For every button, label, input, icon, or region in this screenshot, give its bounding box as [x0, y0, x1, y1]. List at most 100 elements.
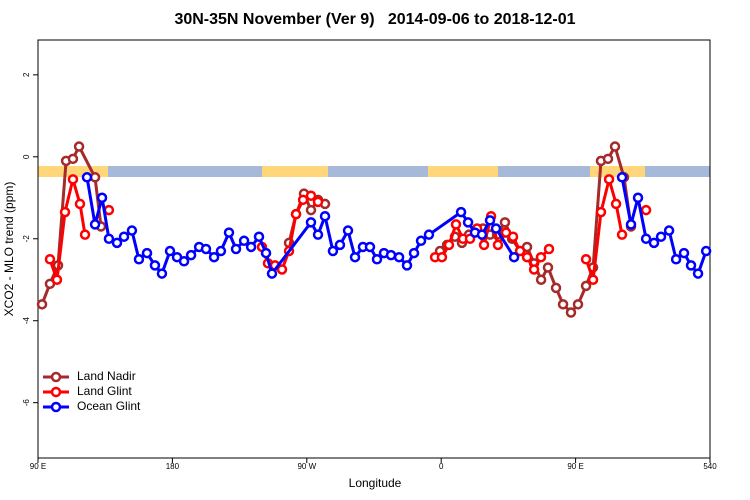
point	[550, 282, 562, 294]
point	[640, 233, 652, 245]
point	[528, 264, 540, 275]
point	[678, 247, 690, 259]
legend-label: Land Glint	[77, 384, 132, 398]
point	[44, 253, 56, 265]
point	[587, 274, 599, 285]
point	[79, 229, 91, 240]
point	[415, 235, 427, 247]
point	[96, 192, 108, 204]
point	[164, 245, 176, 257]
point	[521, 251, 533, 263]
land-ocean-band	[38, 166, 710, 177]
point	[565, 307, 577, 318]
point	[455, 206, 467, 218]
point	[81, 172, 93, 183]
point	[514, 245, 526, 257]
point	[692, 268, 704, 279]
point	[67, 174, 79, 185]
point	[542, 262, 554, 273]
point	[616, 172, 628, 183]
point	[557, 299, 569, 310]
point	[111, 237, 123, 249]
land-strip	[428, 166, 498, 177]
point	[149, 260, 161, 271]
point	[663, 225, 675, 236]
point	[253, 231, 265, 242]
point	[73, 141, 85, 152]
point	[59, 206, 71, 218]
point	[290, 208, 302, 220]
point	[655, 231, 667, 242]
point	[74, 198, 86, 210]
point	[156, 268, 168, 279]
point	[103, 204, 115, 216]
point	[349, 251, 361, 263]
point	[67, 153, 79, 165]
point	[543, 243, 555, 255]
point	[334, 239, 346, 251]
point	[443, 239, 455, 251]
point	[385, 249, 397, 261]
x-tick-label: 90 W	[297, 462, 316, 471]
point	[507, 231, 519, 242]
point	[632, 192, 644, 204]
point	[297, 194, 309, 206]
point	[89, 219, 101, 230]
point	[327, 245, 339, 257]
point	[408, 247, 420, 259]
point	[535, 274, 547, 285]
point	[640, 204, 652, 216]
point	[260, 247, 272, 259]
point	[245, 241, 257, 253]
point	[133, 253, 145, 265]
point	[499, 217, 511, 228]
point	[572, 299, 584, 310]
x-tick-label: 180	[166, 462, 180, 471]
point	[595, 206, 607, 218]
y-tick-label: -6	[22, 399, 31, 407]
point	[312, 196, 324, 208]
point	[305, 204, 317, 216]
point	[266, 268, 278, 279]
point	[371, 253, 383, 265]
point	[141, 247, 153, 259]
y-tick-label: -2	[22, 235, 31, 243]
point	[36, 299, 48, 310]
point	[103, 233, 115, 245]
point	[51, 274, 63, 285]
point	[478, 239, 490, 251]
x-tick-label: 0	[439, 462, 444, 471]
point	[319, 210, 331, 222]
point	[89, 172, 101, 183]
point	[364, 241, 376, 253]
land-strip	[38, 166, 108, 177]
point	[685, 260, 697, 271]
point	[423, 229, 435, 240]
y-tick-label: 0	[22, 154, 31, 159]
legend-label: Ocean Glint	[77, 399, 141, 413]
point	[342, 225, 354, 236]
land-strip	[590, 166, 645, 177]
legend-swatch-point	[50, 386, 62, 398]
point	[625, 219, 637, 230]
point	[436, 251, 448, 263]
x-tick-label: 90 E	[30, 462, 46, 471]
point	[238, 235, 250, 247]
y-tick-label: 2	[22, 72, 31, 77]
point	[208, 251, 220, 263]
point	[580, 280, 592, 292]
point	[670, 253, 682, 265]
point	[492, 239, 504, 251]
point	[305, 190, 317, 201]
chart-title: 30N-35N November (Ver 9) 2014-09-06 to 2…	[174, 11, 575, 28]
y-axis-label: XCO2 - MLO trend (ppm)	[2, 182, 16, 317]
point	[200, 243, 212, 255]
point	[305, 217, 317, 228]
point	[178, 256, 190, 267]
point	[535, 251, 547, 263]
point	[450, 219, 462, 230]
point	[462, 217, 474, 228]
point	[223, 227, 235, 238]
